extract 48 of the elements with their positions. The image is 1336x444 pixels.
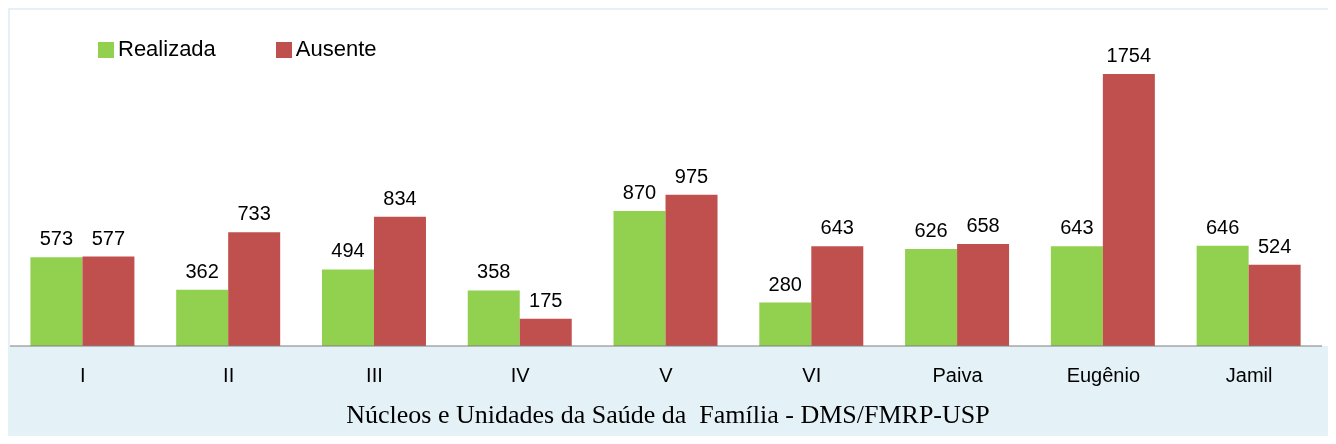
data-label: 1754 (1106, 44, 1152, 66)
data-label: 494 (331, 239, 365, 262)
x-tick-label: V (659, 364, 674, 387)
data-label: 643 (820, 216, 854, 239)
bar (759, 302, 812, 346)
x-tick-label: II (223, 364, 235, 387)
x-tick-label: Eugênio (1066, 364, 1141, 387)
bar (811, 246, 864, 346)
x-tick-label: III (366, 364, 383, 387)
bar (1102, 74, 1155, 346)
legend-label: Realizada (118, 36, 216, 61)
bar (1248, 264, 1301, 346)
data-label: 280 (768, 272, 802, 295)
x-axis-title: Núcleos e Unidades da Saúde da Família - DMS/FMRP-USP (345, 400, 991, 430)
bar (228, 232, 281, 346)
data-label: 573 (39, 227, 74, 250)
data-label: 733 (237, 202, 271, 225)
data-label: 834 (383, 186, 417, 209)
bar (82, 256, 135, 346)
data-label: 577 (91, 226, 126, 249)
data-label: 975 (674, 164, 709, 187)
data-label: 658 (966, 213, 1000, 236)
data-label: 643 (1060, 216, 1094, 239)
x-tick-label: I (80, 364, 86, 387)
bar (1196, 245, 1249, 346)
bar (373, 216, 426, 346)
legend-label: Ausente (295, 36, 377, 61)
data-label: 646 (1205, 215, 1240, 238)
x-tick-label: Paiva (932, 364, 984, 387)
data-label: 358 (477, 260, 511, 283)
bar (665, 194, 718, 346)
bar (321, 269, 374, 346)
data-label: 626 (914, 218, 948, 241)
x-tick-label: VI (802, 364, 822, 387)
bar (957, 243, 1010, 346)
data-label: 524 (1257, 234, 1292, 257)
x-tick-label: IV (510, 364, 531, 387)
bar (613, 211, 666, 346)
bar (905, 248, 958, 346)
data-label: 362 (185, 259, 219, 282)
bar (1050, 246, 1103, 346)
data-label: 175 (529, 288, 563, 311)
x-tick-label: Jamil (1225, 364, 1273, 387)
bar (176, 289, 229, 346)
bar (467, 290, 520, 346)
data-label: 870 (622, 181, 657, 204)
bar (30, 257, 83, 346)
bar (519, 318, 572, 346)
